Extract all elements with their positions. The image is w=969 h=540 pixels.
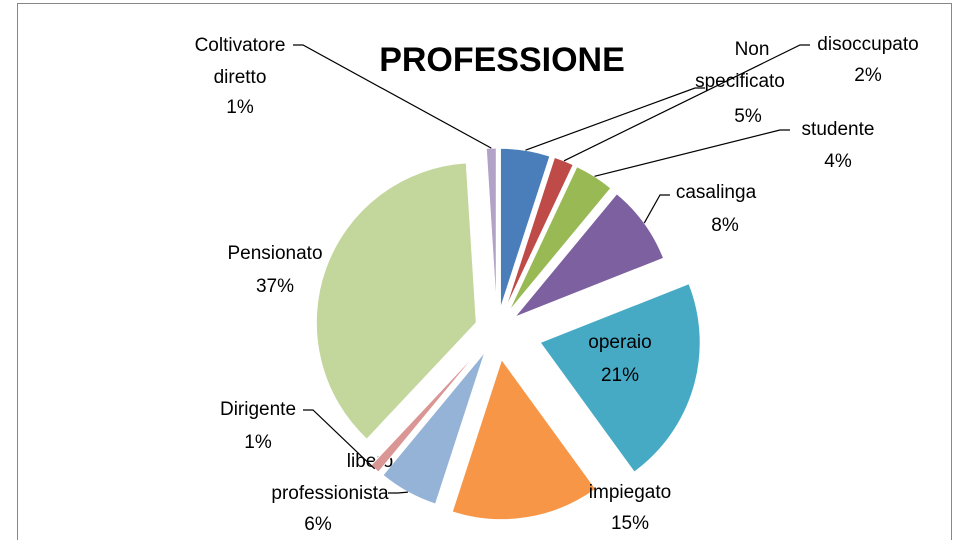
pie-slice (539, 283, 701, 473)
leader-line (594, 129, 790, 177)
pie-slice (499, 147, 551, 309)
value-label: 37% (256, 276, 294, 297)
pie-slice (514, 193, 665, 318)
leader-line (563, 44, 810, 162)
value-label: 5% (734, 106, 762, 127)
value-label: 21% (601, 365, 639, 386)
category-label: operaio (588, 332, 651, 353)
pie-slice (451, 358, 597, 521)
value-label: 4% (824, 151, 852, 172)
category-label: disoccupato (817, 34, 918, 55)
category-label: studente (802, 119, 875, 140)
value-label: 1% (226, 97, 254, 118)
category-label: Pensionato (227, 243, 322, 264)
category-label: impiegato (589, 482, 671, 503)
leader-line (643, 194, 670, 224)
leader-line (525, 87, 705, 151)
value-label: 8% (711, 215, 739, 236)
category-label: casalinga (676, 182, 757, 203)
value-label: 15% (611, 513, 649, 534)
category-label: Dirigente (220, 399, 296, 420)
category-label: Coltivatore diretto (195, 35, 286, 88)
chart-title: PROFESSIONE (379, 41, 625, 79)
leader-line (388, 491, 408, 494)
value-label: 6% (304, 514, 332, 535)
pie-slice (504, 156, 574, 310)
value-label: 2% (854, 65, 882, 86)
category-label: Non specificato (695, 39, 785, 92)
value-label: 1% (244, 432, 272, 453)
leader-line (293, 44, 492, 149)
leader-line (303, 409, 376, 470)
pie-slice (315, 162, 477, 440)
